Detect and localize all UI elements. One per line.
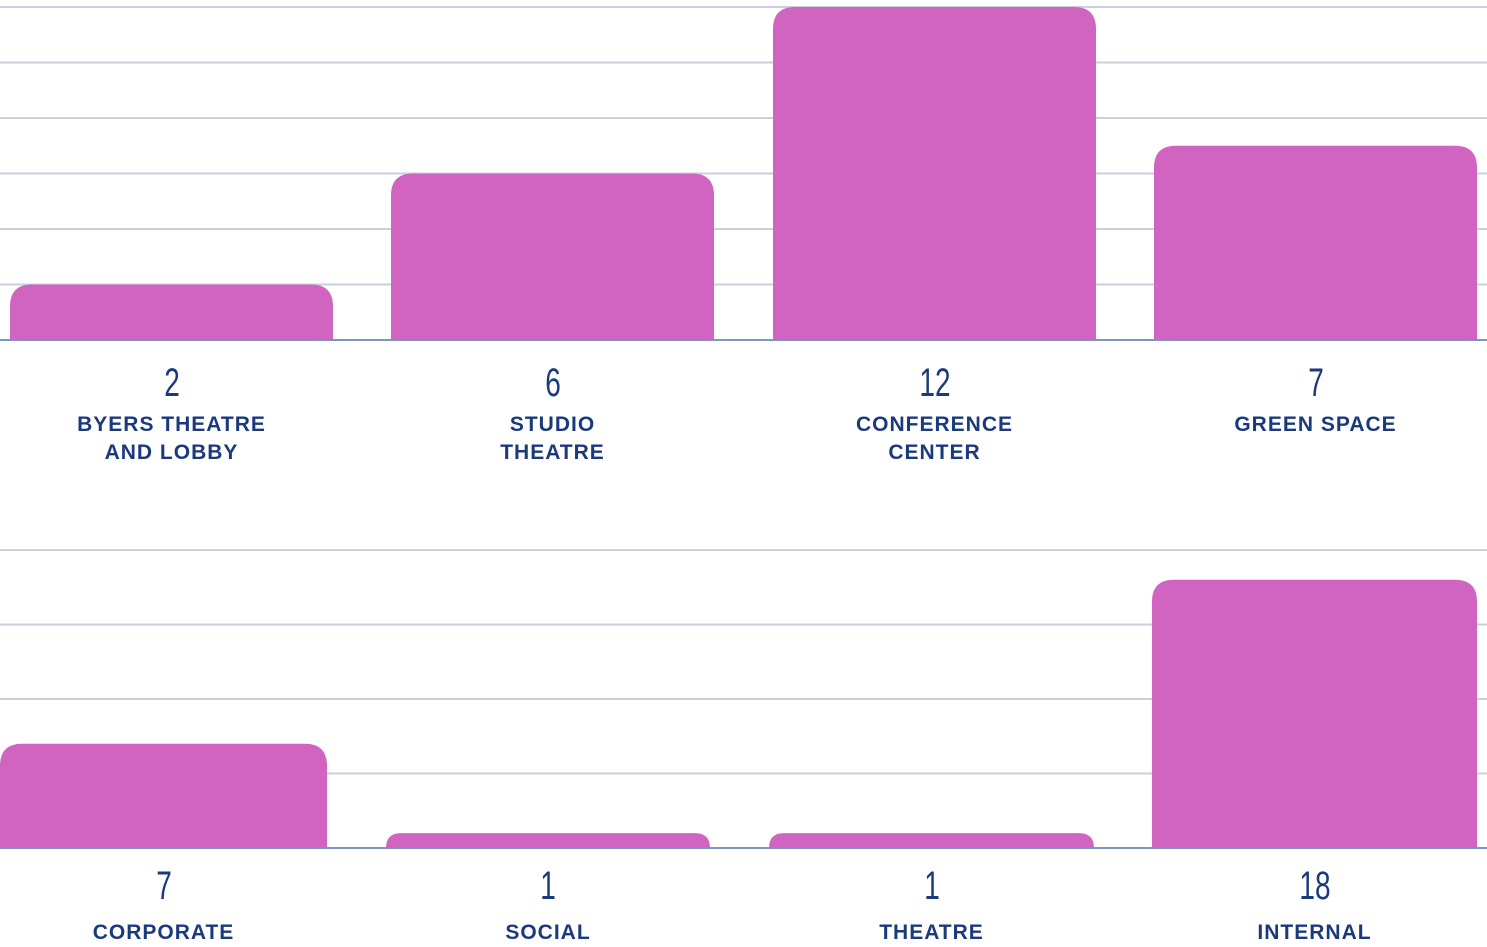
category-label: GREEN SPACE (1234, 413, 1397, 436)
bar (1154, 145, 1477, 340)
value-label: 1 (540, 864, 556, 908)
value-label: 1 (923, 864, 940, 908)
bar (391, 173, 714, 340)
value-label: 12 (918, 361, 951, 405)
category-label: SOCIAL (505, 921, 591, 944)
category-label: THEATRE (879, 921, 984, 944)
bar (0, 743, 327, 848)
category-label: INTERNAL (1257, 921, 1372, 944)
bar (1152, 579, 1477, 848)
value-label: 18 (1298, 864, 1331, 908)
value-label: 7 (155, 864, 172, 908)
category-label: STUDIO THEATRE (500, 413, 605, 464)
category-label: BYERS THEATRE AND LOBBY (77, 413, 266, 464)
category-label: CORPORATE (92, 921, 235, 944)
bar (773, 7, 1096, 340)
bar (769, 833, 1094, 848)
bar (386, 833, 710, 848)
value-label: 6 (544, 361, 561, 405)
bar (10, 284, 333, 340)
value-label: 2 (163, 361, 180, 405)
value-label: 7 (1307, 361, 1324, 405)
category-label: CONFERENCE CENTER (855, 413, 1014, 464)
